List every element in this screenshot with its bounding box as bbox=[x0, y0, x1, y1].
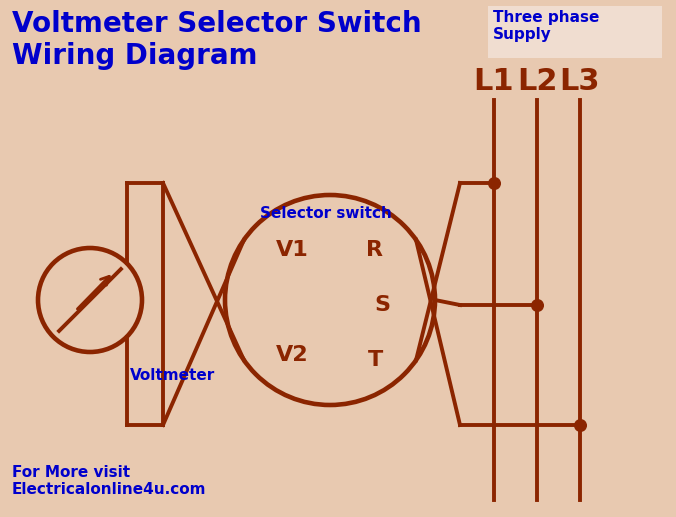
Text: T: T bbox=[367, 350, 383, 370]
Text: S: S bbox=[374, 295, 390, 315]
Text: Selector switch: Selector switch bbox=[260, 205, 392, 220]
Text: V1: V1 bbox=[276, 240, 308, 260]
Text: L1: L1 bbox=[474, 68, 514, 97]
Point bbox=[489, 179, 500, 187]
Point bbox=[531, 301, 542, 309]
Text: V2: V2 bbox=[276, 345, 308, 365]
Text: L2: L2 bbox=[516, 68, 557, 97]
Point bbox=[575, 421, 585, 429]
FancyBboxPatch shape bbox=[488, 6, 662, 58]
Text: Voltmeter Selector Switch
Wiring Diagram: Voltmeter Selector Switch Wiring Diagram bbox=[12, 10, 422, 70]
Text: L3: L3 bbox=[560, 68, 600, 97]
Text: For More visit
Electricalonline4u.com: For More visit Electricalonline4u.com bbox=[12, 465, 206, 497]
Text: R: R bbox=[366, 240, 383, 260]
Text: Three phase
Supply: Three phase Supply bbox=[493, 10, 600, 42]
Text: Voltmeter: Voltmeter bbox=[130, 368, 215, 383]
